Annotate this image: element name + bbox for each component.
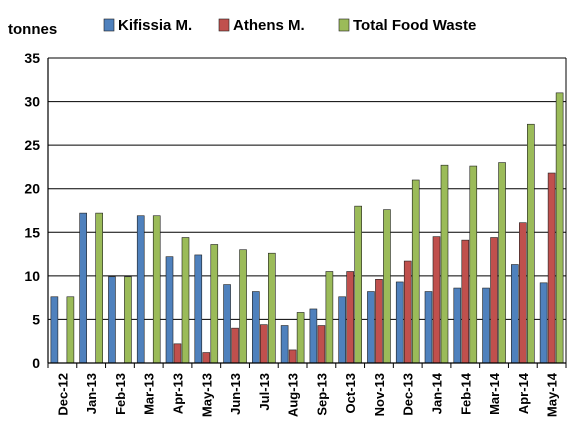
bar-total-food-waste-Aug-13 — [296, 312, 305, 364]
bar-kifissia-m--Jul-13 — [252, 291, 260, 364]
bar-athens-m--Nov-13 — [375, 279, 383, 364]
x-tick-label-Mar-13: Mar-13 — [142, 373, 157, 415]
bar-athens-m--Apr-13 — [173, 343, 182, 364]
bar-total-food-waste-Mar-14 — [498, 162, 506, 364]
bar-total-food-waste-May-14 — [555, 92, 564, 364]
bar-kifissia-m--Dec-13 — [395, 281, 404, 364]
bar-total-food-waste-Jan-14 — [440, 164, 449, 364]
bar-kifissia-m--Nov-13 — [367, 291, 375, 364]
bar-total-food-waste-Jul-13 — [268, 252, 276, 364]
bar-kifissia-m--Aug-13 — [280, 325, 289, 364]
bar-athens-m--Jul-13 — [260, 324, 268, 364]
legend-label-kifissia-m-: Kifissia M. — [118, 17, 192, 34]
x-tick-label-May-13: May-13 — [199, 373, 214, 417]
bar-total-food-waste-Apr-13 — [181, 237, 190, 364]
legend-swatch-total-food-waste — [338, 18, 350, 32]
bar-kifissia-m--Sep-13 — [309, 308, 318, 364]
x-tick-label-Jun-13: Jun-13 — [228, 373, 243, 415]
bar-total-food-waste-May-13 — [210, 244, 219, 364]
bar-total-food-waste-Dec-13 — [411, 179, 420, 364]
bar-kifissia-m--Dec-12 — [50, 296, 59, 364]
x-tick-label-Jan-14: Jan-14 — [430, 372, 445, 414]
y-tick-labels: 0 5 10 15 20 25 30 35 — [24, 50, 40, 371]
legend-label-total-food-waste: Total Food Waste — [353, 17, 476, 34]
bar-athens-m--Apr-14 — [519, 222, 527, 364]
bar-kifissia-m--Oct-13 — [338, 296, 346, 364]
x-tick-label-Jan-13: Jan-13 — [84, 373, 99, 414]
y-tick-label-15: 15 — [24, 224, 40, 240]
bar-athens-m--Sep-13 — [317, 325, 326, 364]
bar-total-food-waste-Nov-13 — [383, 209, 391, 364]
x-tick-label-Apr-14: Apr-14 — [516, 372, 531, 414]
bar-kifissia-m--Jun-13 — [223, 284, 231, 364]
x-tick-label-Jul-13: Jul-13 — [257, 373, 272, 411]
x-tick-label-Sep-13: Sep-13 — [314, 373, 329, 416]
bar-athens-m--Dec-13 — [403, 260, 412, 364]
x-tick-label-Oct-13: Oct-13 — [343, 373, 358, 413]
y-tick-label-10: 10 — [24, 268, 40, 284]
legend-label-athens-m-: Athens M. — [233, 17, 305, 34]
legend-swatch-kifissia-m- — [103, 18, 115, 32]
bar-athens-m--Aug-13 — [288, 349, 297, 364]
bar-total-food-waste-Apr-14 — [527, 123, 535, 364]
x-tick-label-Nov-13: Nov-13 — [372, 373, 387, 416]
bar-kifissia-m--Mar-13 — [136, 215, 145, 364]
x-tick-label-Feb-14: Feb-14 — [458, 372, 473, 415]
y-tick-label-5: 5 — [32, 311, 40, 327]
bar-total-food-waste-Dec-12 — [66, 296, 75, 364]
bar-total-food-waste-Jan-13 — [95, 212, 103, 364]
bar-total-food-waste-Mar-13 — [152, 215, 161, 364]
bar-kifissia-m--Jan-13 — [79, 212, 87, 364]
bar-kifissia-m--Jan-14 — [424, 291, 433, 364]
bar-kifissia-m--May-14 — [539, 282, 548, 364]
bar-total-food-waste-Sep-13 — [325, 271, 334, 364]
y-axis-label: tonnes — [8, 21, 57, 38]
bar-athens-m--Jan-14 — [432, 236, 441, 364]
bar-kifissia-m--Apr-13 — [165, 256, 174, 364]
x-tick-label-Apr-13: Apr-13 — [171, 373, 186, 414]
bar-kifissia-m--Apr-14 — [511, 264, 519, 364]
x-tick-label-Mar-14: Mar-14 — [487, 372, 502, 415]
bar-athens-m--Oct-13 — [346, 271, 354, 364]
x-tick-label-Dec-13: Dec-13 — [401, 373, 416, 416]
x-tick-label-Aug-13: Aug-13 — [286, 373, 301, 417]
x-tick-label-Feb-13: Feb-13 — [113, 373, 128, 415]
x-tick-label-Dec-12: Dec-12 — [55, 373, 70, 416]
bar-kifissia-m--Feb-14 — [453, 287, 462, 364]
bar-athens-m--Jun-13 — [231, 327, 239, 364]
bar-total-food-waste-Oct-13 — [354, 205, 362, 364]
bar-athens-m--May-13 — [202, 352, 211, 364]
y-tick-label-25: 25 — [24, 137, 40, 153]
x-tick-labels: Dec-12 Jan-13 Feb-13 Mar-13 Apr-13 May-13 Jun-… — [55, 372, 559, 417]
bar-total-food-waste-Feb-14 — [469, 165, 478, 364]
bar-athens-m--Feb-14 — [461, 239, 470, 364]
y-tick-label-20: 20 — [24, 181, 40, 197]
bar-athens-m--Mar-14 — [490, 237, 498, 364]
bar-kifissia-m--Feb-13 — [108, 276, 116, 364]
y-tick-label-35: 35 — [24, 50, 40, 66]
bar-total-food-waste-Jun-13 — [239, 249, 247, 364]
bar-kifissia-m--Mar-14 — [482, 287, 490, 364]
y-tick-label-30: 30 — [24, 94, 40, 110]
axes — [47, 58, 567, 368]
x-tick-label-May-14: May-14 — [545, 372, 560, 417]
legend: Kifissia M. Athens M. Total Food Waste — [103, 17, 476, 34]
bar-athens-m--May-14 — [547, 172, 556, 364]
gridlines — [48, 57, 566, 320]
bars — [50, 92, 564, 364]
legend-swatch-athens-m- — [218, 18, 230, 32]
y-tick-label-0: 0 — [32, 355, 40, 371]
bar-kifissia-m--May-13 — [194, 254, 203, 364]
bar-total-food-waste-Feb-13 — [124, 276, 132, 364]
